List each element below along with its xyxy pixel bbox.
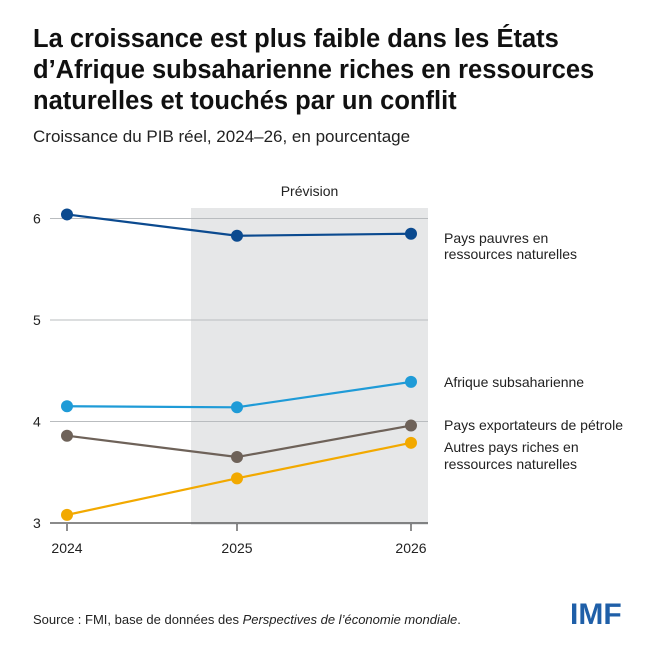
imf-logo: IMF [570, 598, 622, 631]
data-point [231, 451, 243, 464]
series-label: Pays exportateurs de pétrole [444, 417, 623, 433]
series-label: ressources naturelles [444, 246, 577, 262]
source-prefix: Source : FMI, base de données des [33, 612, 243, 627]
series-label: ressources naturelles [444, 456, 577, 472]
data-point [405, 436, 417, 449]
source-publication: Perspectives de l’économie mondiale [242, 612, 458, 627]
data-point [61, 400, 73, 413]
forecast-label: Prévision [281, 183, 339, 199]
series-label: Autres pays riches en [444, 439, 579, 455]
x-tick-label: 2026 [395, 540, 426, 556]
chart-title: La croissance est plus faible dans les É… [33, 25, 595, 115]
series-label: Afrique subsaharienne [444, 374, 584, 390]
forecast-band [191, 208, 428, 525]
y-tick-label: 5 [33, 312, 41, 328]
data-point [405, 419, 417, 432]
x-tick-label: 2025 [221, 540, 252, 556]
data-point [231, 401, 243, 414]
source-note: Source : FMI, base de données des Perspe… [33, 612, 461, 627]
data-point [231, 472, 243, 485]
y-tick-label: 3 [33, 515, 41, 531]
data-point [405, 227, 417, 240]
x-tick-label: 2024 [51, 540, 82, 556]
y-tick-label: 4 [33, 414, 41, 430]
chart-subtitle: Croissance du PIB réel, 2024–26, en pour… [33, 127, 411, 146]
data-point [405, 375, 417, 388]
data-point [61, 208, 73, 221]
data-point [61, 429, 73, 442]
source-suffix: . [457, 612, 461, 627]
y-tick-label: 6 [33, 211, 41, 227]
data-point [61, 508, 73, 521]
data-point [231, 229, 243, 242]
series-label: Pays pauvres en [444, 230, 548, 246]
